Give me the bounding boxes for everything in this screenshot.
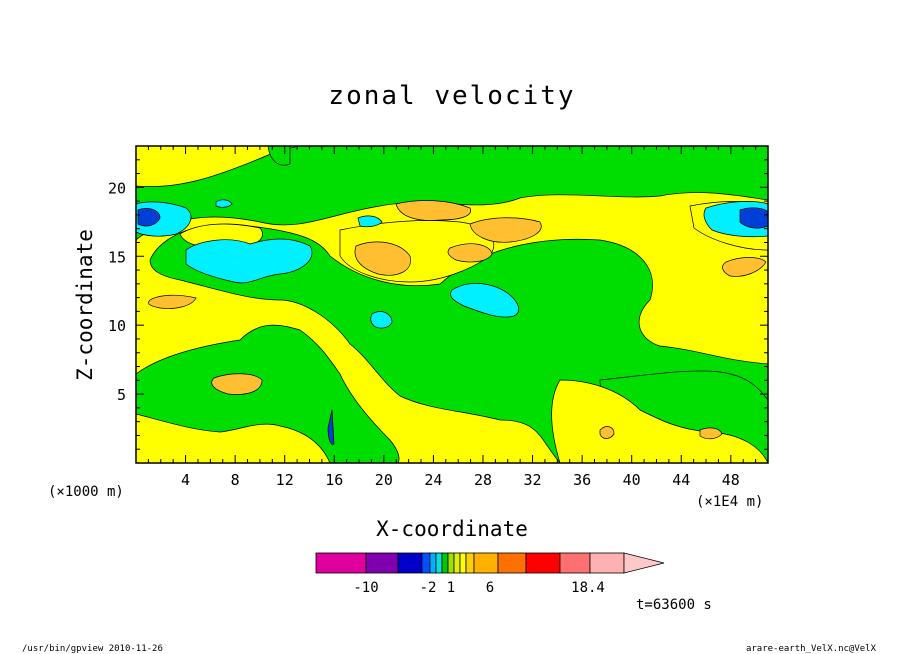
x-tick-label: 28	[474, 471, 492, 489]
x-tick-label: 12	[276, 471, 294, 489]
footer-left: /usr/bin/gpview 2010-11-26	[22, 644, 163, 654]
time-annotation: t=63600 s	[636, 597, 712, 613]
contour-region	[447, 243, 493, 263]
y-tick-label: 15	[108, 248, 126, 266]
colorbar-arrow	[623, 552, 665, 574]
colorbar-segment	[429, 552, 437, 574]
colorbar-segment	[421, 552, 431, 574]
y-tick-label: 20	[108, 179, 126, 197]
x-tick-label: 16	[325, 471, 343, 489]
colorbar-segment	[459, 552, 467, 574]
contour-region	[354, 241, 411, 276]
x-tick-label: 8	[231, 471, 240, 489]
colorbar-label: -10	[353, 580, 378, 596]
x-tick-label: 48	[722, 471, 740, 489]
colorbar-segment	[473, 552, 499, 574]
colorbar-segment	[453, 552, 461, 574]
colorbar-segment	[435, 552, 443, 574]
contour-region	[469, 217, 542, 243]
colorbar-segment	[589, 552, 625, 574]
y-axis-title: Z-coordinate	[73, 229, 97, 381]
contour-region	[357, 215, 383, 228]
contour-region	[327, 409, 335, 445]
contour-regions	[135, 145, 769, 464]
colorbar-segment	[525, 552, 561, 574]
contour-region	[722, 257, 767, 277]
colorbar-segment	[365, 552, 399, 574]
contour-region	[699, 427, 723, 440]
x-tick-label: 32	[524, 471, 542, 489]
colorbar-segment	[447, 552, 455, 574]
contour-region	[215, 199, 233, 208]
colorbar-label: -2	[420, 580, 437, 596]
colorbar-segment	[315, 552, 367, 574]
x-tick-label: 36	[573, 471, 591, 489]
contour-region	[450, 283, 520, 318]
colorbar-segment	[397, 552, 423, 574]
x-tick-label: 20	[375, 471, 393, 489]
plot-frame	[135, 145, 769, 464]
x-axis-title: X-coordinate	[376, 517, 528, 541]
colorbar-label: 6	[486, 580, 494, 596]
colorbar-segment	[497, 552, 527, 574]
contour-region	[395, 200, 472, 221]
x-unit-right-label: (×1E4 m)	[696, 494, 763, 510]
x-tick-label: 44	[672, 471, 690, 489]
contour-region	[211, 373, 263, 395]
x-axis: 4 8 12 16 20 24 28 32 36 40 44 48	[147, 146, 757, 489]
y-tick-label: 5	[117, 386, 126, 404]
chart-title: zonal velocity	[328, 81, 575, 111]
y-axis: 5 10 15 20	[108, 159, 768, 450]
x-tick-label: 40	[623, 471, 641, 489]
colorbar: -10 -2 1 6 18.4	[315, 552, 665, 596]
colorbar-label: 18.4	[571, 580, 605, 596]
contour-region	[370, 311, 393, 329]
colorbar-segment	[441, 552, 449, 574]
colorbar-segment	[559, 552, 591, 574]
contour-region	[137, 208, 161, 227]
contour-region	[148, 294, 197, 309]
x-unit-label: (×1000 m)	[48, 484, 124, 500]
colorbar-label: 1	[447, 580, 455, 596]
colorbar-segment	[465, 552, 475, 574]
contour-region	[739, 207, 769, 229]
contour-region	[185, 238, 313, 284]
footer-right: arare-earth_VelX.nc@VelX	[746, 644, 877, 654]
x-tick-label: 4	[181, 471, 190, 489]
x-tick-label: 24	[424, 471, 442, 489]
contour-region	[599, 426, 615, 439]
y-tick-label: 10	[108, 317, 126, 335]
